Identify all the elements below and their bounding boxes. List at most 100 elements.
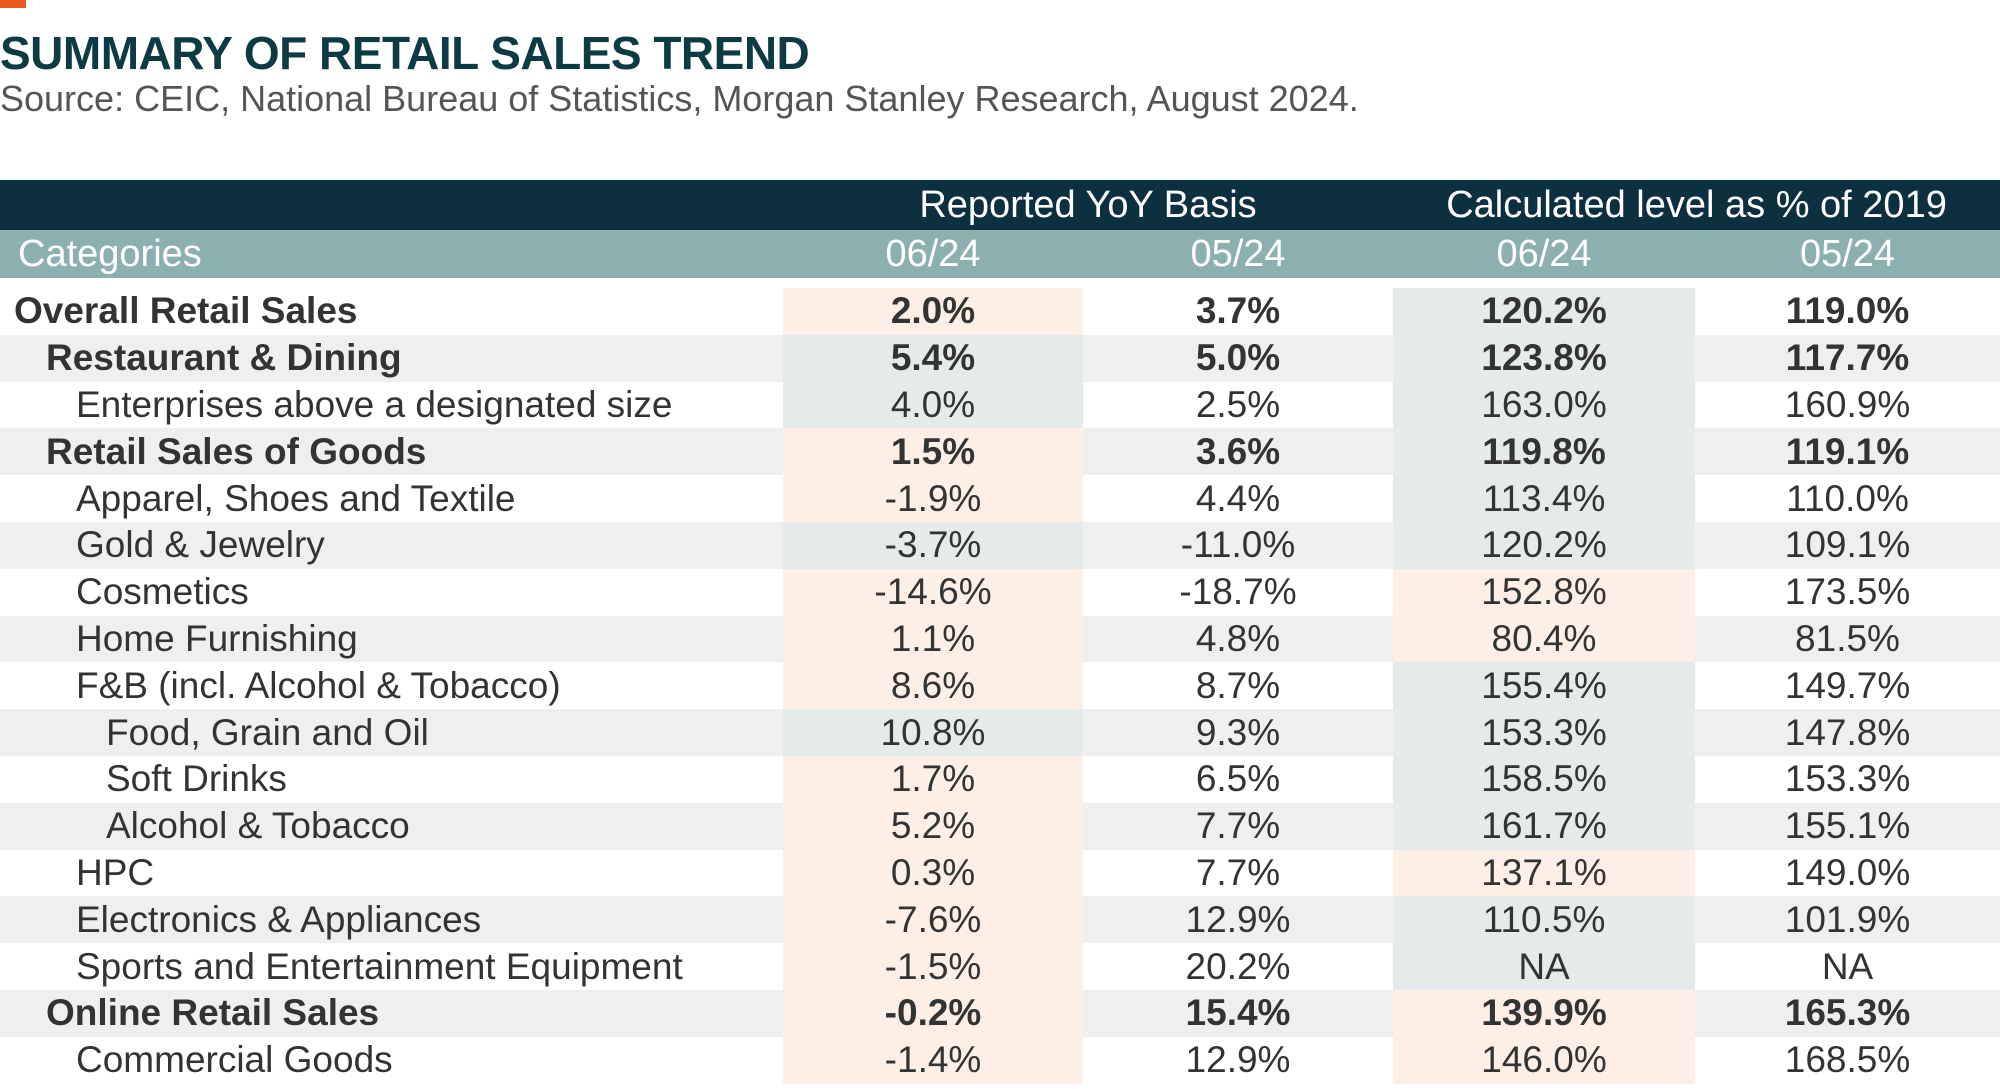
cell-yoy-0524: 3.7% [1195, 290, 1281, 332]
cell-level-0524: 165.3% [1695, 989, 2000, 1037]
cell-yoy-0524: 20.2% [1185, 945, 1291, 987]
cell-level-0524: 149.7% [1784, 664, 1911, 706]
cell-yoy-0524: 4.8% [1083, 615, 1394, 663]
table-row: Retail Sales of Goods 1.5% 3.6% 119.8% 119.1… [0, 428, 2000, 476]
cell-level-0624: 158.5% [1393, 755, 1696, 803]
cell-level-0624: NA [1393, 943, 1696, 990]
cell-level-0524: 101.9% [1695, 896, 2000, 944]
cell-level-0624: 80.4% [1393, 615, 1696, 663]
table-body: Overall Retail Sales 2.0% 3.7% 120.2% 119.0%… [0, 288, 2000, 1084]
cell-yoy-0624: -1.4% [783, 1036, 1083, 1084]
table-row: F&B (incl. Alcohol & Tobacco) 8.6% 8.7% 155… [0, 662, 2000, 710]
cell-yoy-0524: 9.3% [1083, 709, 1394, 756]
accent-bar [0, 0, 26, 8]
cell-level-0624: 161.7% [1393, 802, 1696, 850]
table-row: Online Retail Sales -0.2% 15.4% 139.9% 165.3… [0, 989, 2000, 1037]
cell-yoy-0624: 8.6% [783, 662, 1083, 710]
cell-level-0524: 149.0% [1784, 851, 1911, 893]
cell-yoy-0624: -3.7% [783, 521, 1083, 569]
cell-yoy-0624: 10.8% [783, 709, 1083, 756]
table-row: Home Furnishing 1.1% 4.8% 80.4% 81.5% [0, 615, 2000, 663]
cell-level-0624: 123.8% [1393, 334, 1696, 382]
cell-yoy-0624: -1.9% [783, 475, 1083, 522]
cell-level-0624: 152.8% [1393, 568, 1696, 616]
table-row: Alcohol & Tobacco 5.2% 7.7% 161.7% 155.1% [0, 802, 2000, 850]
table-row: Overall Retail Sales 2.0% 3.7% 120.2% 119.0% [0, 288, 2000, 335]
cell-level-0624: 155.4% [1393, 662, 1696, 710]
source-note: Source: CEIC, National Bureau of Statist… [0, 78, 1359, 119]
cell-level-0624: 137.1% [1393, 849, 1696, 897]
row-label: Soft Drinks [106, 758, 287, 800]
retail-sales-table: Reported YoY Basis Calculated level as %… [0, 180, 2000, 1084]
cell-level-0624: 153.3% [1393, 709, 1696, 756]
row-label: Food, Grain and Oil [0, 709, 783, 756]
table-row: Sports and Entertainment Equipment -1.5% 2… [0, 943, 2000, 990]
column-header-yoy-0624: 06/24 [783, 230, 1083, 278]
cell-yoy-0524: 15.4% [1083, 989, 1394, 1037]
cell-level-0524: 153.3% [1784, 758, 1911, 800]
cell-yoy-0524: 4.4% [1195, 477, 1281, 519]
row-label: Online Retail Sales [0, 989, 783, 1037]
cell-level-0524: NA [1821, 945, 1874, 987]
table-row: Cosmetics -14.6% -18.7% 152.8% 173.5% [0, 568, 2000, 616]
cell-level-0524: 110.0% [1786, 477, 1909, 519]
row-label: Electronics & Appliances [0, 896, 783, 944]
cell-yoy-0624: 4.0% [783, 381, 1083, 429]
column-header-level-0524: 05/24 [1695, 230, 2000, 278]
row-label: Gold & Jewelry [0, 521, 783, 569]
cell-yoy-0524: 7.7% [1195, 851, 1281, 893]
cell-yoy-0624: 1.1% [783, 615, 1083, 663]
cell-yoy-0524: 8.7% [1195, 664, 1281, 706]
cell-yoy-0624: 2.0% [783, 288, 1083, 335]
cell-level-0524: 147.8% [1695, 709, 2000, 756]
header-spacer [0, 278, 2000, 288]
cell-yoy-0524: 12.9% [1083, 896, 1394, 944]
cell-level-0624: 163.0% [1393, 381, 1696, 429]
cell-level-0524: 81.5% [1695, 615, 2000, 663]
cell-yoy-0624: 5.4% [783, 334, 1083, 382]
cell-level-0624: 120.2% [1393, 288, 1696, 335]
cell-yoy-0524: -18.7% [1179, 571, 1297, 613]
row-label: Sports and Entertainment Equipment [76, 945, 683, 987]
cell-level-0624: 139.9% [1393, 989, 1696, 1037]
column-group-header-row: Reported YoY Basis Calculated level as %… [0, 180, 2000, 230]
table-row: Electronics & Appliances -7.6% 12.9% 110.5%… [0, 896, 2000, 944]
cell-level-0524: 119.1% [1695, 428, 2000, 476]
cell-yoy-0524: 2.5% [1195, 383, 1281, 425]
table-row: HPC 0.3% 7.7% 137.1% 149.0% [0, 849, 2000, 897]
cell-yoy-0624: 1.5% [783, 428, 1083, 476]
row-label: Apparel, Shoes and Textile [76, 477, 516, 519]
table-row: Commercial Goods -1.4% 12.9% 146.0% 168.5% [0, 1036, 2000, 1084]
cell-yoy-0624: 1.7% [783, 755, 1083, 803]
group-header-yoy: Reported YoY Basis [783, 180, 1394, 230]
cell-yoy-0524: 3.6% [1083, 428, 1394, 476]
cell-level-0524: 168.5% [1784, 1039, 1911, 1081]
group-header-level: Calculated level as % of 2019 [1393, 180, 2000, 230]
column-header-row: Categories 06/24 05/24 06/24 05/24 [0, 230, 2000, 278]
cell-yoy-0524: -11.0% [1083, 521, 1394, 569]
table-row: Gold & Jewelry -3.7% -11.0% 120.2% 109.1% [0, 521, 2000, 569]
table-row: Restaurant & Dining 5.4% 5.0% 123.8% 117.7% [0, 334, 2000, 382]
cell-yoy-0624: 0.3% [783, 849, 1083, 897]
table-row: Apparel, Shoes and Textile -1.9% 4.4% 113.4… [0, 475, 2000, 522]
cell-yoy-0624: -7.6% [783, 896, 1083, 944]
row-label: Cosmetics [76, 571, 249, 613]
cell-level-0624: 110.5% [1393, 896, 1696, 944]
row-label: Overall Retail Sales [14, 290, 358, 332]
cell-level-0624: 119.8% [1393, 428, 1696, 476]
cell-level-0524: 155.1% [1695, 802, 2000, 850]
cell-yoy-0524: 5.0% [1083, 334, 1394, 382]
cell-level-0524: 117.7% [1695, 334, 2000, 382]
column-header-level-0624: 06/24 [1393, 230, 1696, 278]
cell-yoy-0524: 6.5% [1195, 758, 1281, 800]
cell-level-0524: 160.9% [1784, 383, 1911, 425]
table-row: Soft Drinks 1.7% 6.5% 158.5% 153.3% [0, 755, 2000, 803]
cell-yoy-0524: 12.9% [1185, 1039, 1291, 1081]
row-label: HPC [76, 851, 155, 893]
column-header-yoy-0524: 05/24 [1083, 230, 1394, 278]
cell-level-0524: 109.1% [1695, 521, 2000, 569]
cell-level-0524: 173.5% [1784, 571, 1911, 613]
row-label: Restaurant & Dining [0, 334, 783, 382]
table-row: Food, Grain and Oil 10.8% 9.3% 153.3% 147.8% [0, 709, 2000, 756]
cell-yoy-0624: -0.2% [783, 989, 1083, 1037]
